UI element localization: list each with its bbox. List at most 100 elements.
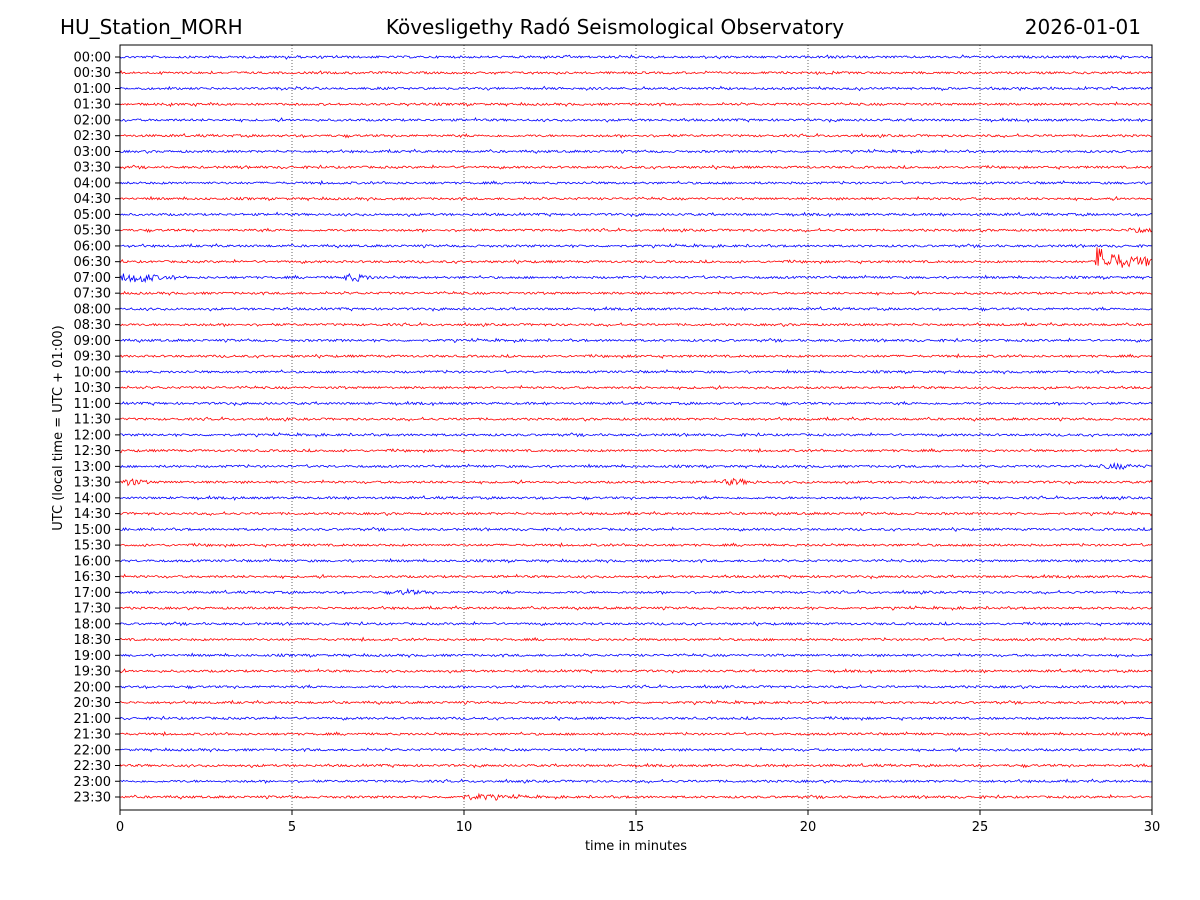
y-tick-label: 09:00 (74, 334, 111, 349)
y-tick-label: 13:00 (74, 460, 111, 475)
y-tick-label: 05:00 (74, 208, 111, 223)
y-tick-label: 07:00 (74, 271, 111, 286)
trace-0530 (119, 226, 1153, 234)
trace-1400 (119, 495, 1153, 501)
y-tick-label: 05:30 (74, 224, 111, 239)
trace-0330 (119, 164, 1153, 170)
trace-1000 (119, 368, 1153, 375)
trace-0700 (119, 272, 1153, 284)
y-tick-label: 21:30 (74, 728, 111, 743)
trace-1900 (119, 652, 1153, 659)
chart-date: 2026-01-01 (1024, 15, 1141, 39)
y-tick-label: 03:30 (74, 161, 111, 176)
trace-2000 (119, 683, 1153, 690)
trace-0800 (119, 306, 1153, 312)
trace-0200 (119, 116, 1153, 123)
x-tick-label: 0 (116, 820, 124, 835)
y-tick-label: 11:30 (74, 413, 111, 428)
trace-1800 (119, 620, 1153, 627)
trace-1200 (120, 431, 1153, 438)
trace-2130 (119, 730, 1153, 737)
trace-1930 (119, 668, 1153, 675)
trace-1230 (119, 447, 1153, 454)
trace-0930 (119, 353, 1153, 360)
y-tick-label: 23:30 (74, 791, 111, 806)
y-tick-label: 23:00 (74, 775, 111, 790)
x-tick-label: 5 (288, 820, 296, 835)
y-tick-label: 14:00 (74, 491, 111, 506)
trace-0130 (119, 101, 1153, 108)
y-tick-label: 22:30 (74, 759, 111, 774)
y-tick-label: 08:30 (74, 318, 111, 333)
y-tick-label: 20:00 (74, 680, 111, 695)
trace-2200 (119, 746, 1153, 753)
trace-0900 (119, 337, 1153, 344)
y-tick-label: 06:30 (74, 255, 111, 270)
y-tick-label: 15:00 (74, 523, 111, 538)
y-tick-label: 14:30 (74, 507, 111, 522)
trace-1600 (119, 557, 1153, 564)
y-tick-label: 09:30 (74, 350, 111, 365)
trace-1830 (119, 636, 1153, 643)
y-tick-label: 00:30 (74, 66, 111, 81)
trace-0400 (119, 179, 1153, 186)
trace-0000 (119, 54, 1153, 60)
trace-1500 (119, 526, 1153, 532)
y-tick-label: 00:00 (74, 51, 111, 66)
y-tick-label: 04:00 (74, 176, 111, 191)
y-tick-label: 13:30 (74, 476, 111, 491)
y-tick-label: 17:00 (74, 586, 111, 601)
y-tick-label: 02:30 (74, 129, 111, 144)
trace-0600 (119, 242, 1153, 249)
y-tick-label: 01:00 (74, 82, 111, 97)
trace-1700 (119, 587, 1153, 596)
y-tick-label: 20:30 (74, 696, 111, 711)
station-name: HU_Station_MORH (60, 15, 243, 39)
x-tick-label: 10 (456, 820, 473, 835)
trace-1630 (119, 573, 1153, 580)
y-tick-label: 12:00 (74, 428, 111, 443)
x-tick-label: 15 (628, 820, 645, 835)
x-tick-label: 30 (1144, 820, 1161, 835)
y-tick-label: 19:30 (74, 665, 111, 680)
trace-0230 (119, 132, 1153, 139)
trace-2300 (119, 778, 1153, 785)
y-tick-label: 04:30 (74, 192, 111, 207)
trace-1730 (119, 605, 1153, 611)
y-tick-label: 17:30 (74, 602, 111, 617)
plot-frame (119, 44, 1153, 811)
trace-0030 (119, 70, 1153, 76)
trace-2030 (119, 699, 1153, 706)
trace-0100 (119, 85, 1153, 92)
trace-1530 (119, 542, 1153, 548)
y-tick-label: 06:00 (74, 239, 111, 254)
trace-0830 (119, 321, 1153, 328)
y-tick-label: 10:30 (74, 381, 111, 396)
trace-1100 (119, 400, 1153, 407)
y-tick-label: 15:30 (74, 539, 111, 554)
y-tick-label: 19:00 (74, 649, 111, 664)
y-tick-label: 08:00 (74, 302, 111, 317)
trace-1430 (119, 510, 1153, 517)
trace-0430 (119, 195, 1153, 202)
trace-2230 (119, 762, 1153, 769)
trace-1130 (119, 416, 1153, 422)
trace-2330 (119, 792, 1153, 801)
y-tick-label: 10:00 (74, 365, 111, 380)
x-tick-label: 25 (972, 820, 989, 835)
chart-title: Kövesligethy Radó Seismological Observat… (385, 15, 845, 39)
trace-0730 (119, 290, 1152, 296)
trace-0500 (119, 211, 1153, 218)
trace-1030 (119, 384, 1153, 391)
trace-1300 (119, 462, 1153, 471)
trace-0300 (119, 148, 1153, 155)
y-tick-label: 01:30 (74, 98, 111, 113)
trace-1330 (119, 477, 1153, 487)
y-tick-label: 02:00 (74, 113, 111, 128)
y-tick-label: 22:00 (74, 743, 111, 758)
y-tick-label: 18:30 (74, 633, 111, 648)
y-tick-label: 16:00 (74, 554, 111, 569)
trace-2100 (119, 715, 1153, 722)
y-tick-label: 16:30 (74, 570, 111, 585)
